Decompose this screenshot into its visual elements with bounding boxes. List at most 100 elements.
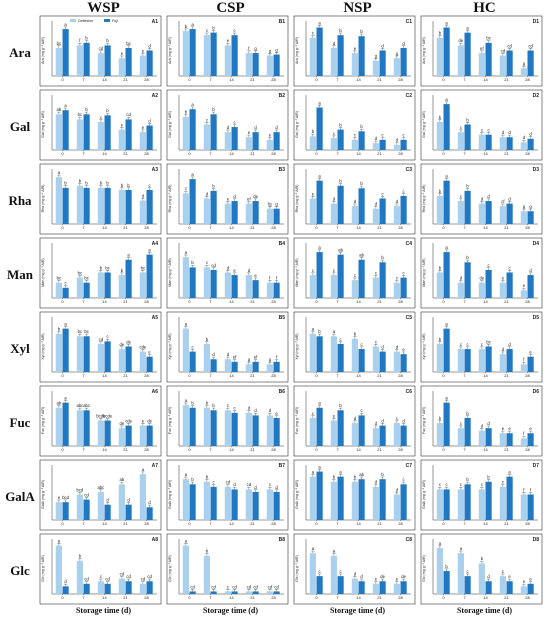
bar-fuji [125, 346, 132, 372]
x-tick-label: 28 [398, 77, 403, 82]
x-tick-label: 0 [442, 151, 445, 156]
bar-deflesher [436, 423, 443, 446]
significance-letter: a [185, 321, 188, 326]
x-tick-label: 7 [82, 447, 85, 452]
significance-letter: d [360, 574, 363, 579]
bar-fuji [358, 259, 365, 298]
significance-letter: de [126, 339, 131, 344]
x-tick-label: 7 [336, 77, 339, 82]
significance-letter: a [185, 250, 188, 255]
bar-deflesher [499, 433, 506, 446]
bar-fuji [146, 125, 153, 150]
x-tick-label: 21 [377, 521, 382, 526]
row-title: Glc [10, 563, 30, 578]
bar-fuji [400, 277, 407, 298]
significance-letter: b [439, 115, 442, 120]
bar-fuji [358, 36, 365, 76]
significance-letter: b [212, 403, 215, 408]
significance-letter: c [481, 342, 483, 347]
significance-letter: de [253, 194, 258, 199]
x-tick-label: 28 [398, 521, 403, 526]
bar-deflesher [330, 555, 337, 594]
x-axis-title: Storage time (d) [76, 606, 131, 615]
x-tick-label: 7 [82, 151, 85, 156]
panel-label: B7 [279, 463, 286, 469]
bar-fuji [125, 425, 132, 446]
bar-deflesher [224, 486, 231, 520]
bar-deflesher [55, 114, 62, 150]
bar-fuji [231, 361, 238, 372]
significance-letter: c [361, 342, 363, 347]
significance-letter: cd [226, 480, 231, 485]
bar-deflesher [520, 290, 527, 298]
bar-fuji [527, 138, 534, 150]
bar-fuji [104, 341, 111, 372]
x-tick-label: 14 [102, 595, 107, 600]
bar-fuji [400, 425, 407, 446]
bar-deflesher [520, 586, 527, 594]
y-axis-label: Rha (mg g⁻¹ AIR) [168, 185, 172, 213]
bar-fuji [485, 42, 492, 76]
significance-letter: ef [480, 46, 484, 51]
significance-letter: d [275, 485, 278, 490]
x-tick-label: 14 [483, 225, 488, 230]
bar-fuji [506, 203, 513, 224]
panel-label: C5 [406, 315, 413, 321]
y-axis-label: Man (mg g⁻¹ AIR) [41, 258, 45, 286]
significance-letter: b [127, 183, 130, 188]
bar-fuji [210, 410, 217, 446]
significance-letter: c [312, 31, 314, 36]
significance-letter: ef [233, 355, 237, 360]
bar-deflesher [97, 491, 104, 520]
x-tick-label: 28 [525, 77, 530, 82]
significance-letter: d [375, 202, 378, 207]
bar-fuji [189, 484, 196, 520]
bar-fuji [273, 282, 280, 298]
bar-fuji [527, 275, 534, 298]
x-tick-label: 7 [209, 373, 212, 378]
bar-fuji [104, 420, 111, 446]
significance-letter: cd [247, 584, 252, 589]
panel-label: A8 [152, 537, 159, 543]
significance-letter: c [234, 28, 236, 33]
significance-letter: cd [99, 46, 104, 51]
significance-letter: cd [501, 48, 506, 53]
bar-fuji [400, 47, 407, 76]
significance-letter: e [508, 574, 511, 579]
bar-deflesher [457, 428, 464, 446]
bar-fuji [273, 361, 280, 372]
bar-fuji [337, 410, 344, 446]
significance-letter: a [460, 546, 463, 551]
x-tick-label: 21 [250, 521, 255, 526]
significance-letter: g [523, 61, 526, 66]
significance-letter: e [269, 133, 272, 138]
x-tick-label: 21 [377, 151, 382, 156]
bar-deflesher [520, 494, 527, 520]
bar-deflesher [245, 364, 252, 372]
significance-letter: a [64, 395, 67, 400]
x-tick-label: 7 [82, 225, 85, 230]
significance-letter: a [333, 549, 336, 554]
bar-deflesher [372, 60, 379, 76]
bar-fuji [83, 42, 90, 76]
bar-fuji [146, 254, 153, 298]
panel-label: B8 [279, 537, 286, 543]
x-tick-label: 21 [504, 373, 509, 378]
significance-letter: c [333, 268, 335, 273]
significance-letter: c [375, 270, 377, 275]
bar-fuji [146, 507, 153, 520]
x-tick-label: 14 [102, 299, 107, 304]
bar-deflesher [351, 206, 358, 224]
significance-letter: b [191, 260, 194, 265]
significance-letter: d [354, 416, 357, 421]
bar-deflesher [372, 486, 379, 520]
bar-deflesher [393, 58, 400, 76]
x-tick-label: 0 [442, 521, 445, 526]
significance-letter: c [396, 416, 398, 421]
